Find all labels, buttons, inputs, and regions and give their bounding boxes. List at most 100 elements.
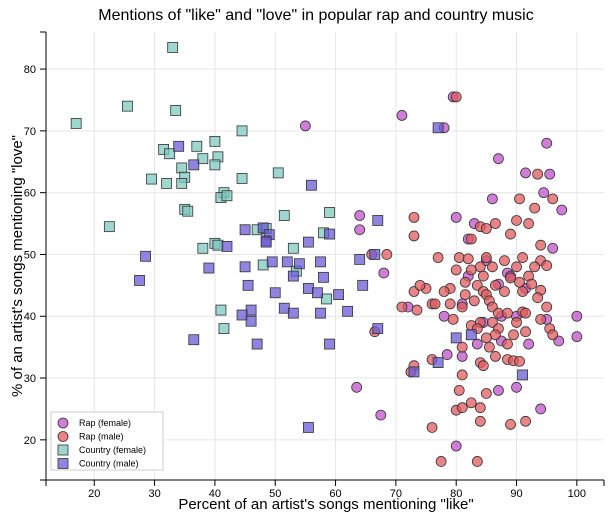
rap-male-point: [474, 402, 486, 414]
rap-female-point: [541, 137, 553, 149]
legend-marker-rap-female: [57, 417, 69, 429]
country-female-point: [167, 42, 179, 53]
rap-female-point: [493, 153, 504, 165]
rap-female-point: [438, 310, 450, 322]
country-male-point: [173, 140, 185, 152]
country-male-point: [245, 315, 257, 327]
rap-male-point: [529, 202, 541, 214]
points-layer: [70, 42, 583, 467]
legend-label-country-male: Country (male): [79, 459, 139, 469]
country-female-point: [103, 221, 115, 233]
rap-female-point: [556, 204, 568, 216]
country-female-point: [257, 259, 269, 271]
country-male-point: [357, 279, 369, 291]
country-male-point: [408, 366, 420, 378]
country-female-point: [324, 207, 335, 218]
rap-female-point: [450, 440, 462, 452]
legend-box: [50, 411, 164, 471]
country-male-point: [324, 228, 335, 240]
country-male-point: [303, 236, 314, 248]
rap-male-point: [447, 313, 459, 325]
rap-male-point: [505, 418, 516, 430]
rap-male-point: [456, 341, 468, 353]
rap-male-point: [514, 193, 525, 205]
country-female-point: [170, 105, 182, 116]
grid-layer: [46, 32, 604, 480]
y-tick-label: 30: [24, 373, 36, 385]
rap-male-point: [486, 261, 498, 273]
axis-layer: 20 30 40 50 60 70 80 90 100 20 30 40 50 60 70 80: [24, 31, 605, 500]
country-male-point: [324, 338, 335, 350]
x-tick-label: 70: [390, 488, 402, 500]
x-axis-label: Percent of an artist's songs mentioning …: [178, 496, 473, 513]
country-male-point: [333, 289, 344, 301]
country-female-point: [191, 140, 203, 152]
country-male-point: [312, 287, 323, 299]
x-tick-label: 40: [209, 488, 221, 500]
rap-female-point: [493, 384, 504, 396]
country-female-point: [209, 159, 221, 171]
country-female-point: [176, 177, 188, 189]
legend-marker-country-female: [57, 444, 69, 456]
x-tick-label: 90: [510, 488, 522, 500]
country-male-point: [236, 309, 248, 321]
country-female-point: [122, 100, 133, 112]
country-male-point: [315, 307, 326, 319]
rap-female-point: [523, 338, 534, 350]
rap-male-point: [535, 239, 547, 251]
rap-female-point: [354, 210, 366, 221]
country-female-point: [182, 205, 194, 217]
x-tick-label: 30: [148, 488, 160, 500]
legend-label-rap-female: Rap (female): [79, 418, 131, 428]
country-male-point: [287, 307, 299, 319]
rap-female-point: [375, 409, 387, 421]
rap-male-point: [520, 307, 531, 319]
country-male-point: [287, 270, 299, 282]
country-male-point: [303, 422, 314, 433]
country-male-point: [281, 256, 293, 268]
rap-male-point: [477, 270, 489, 282]
country-female-point: [209, 135, 221, 147]
country-female-point: [70, 118, 82, 129]
country-female-point: [161, 177, 173, 189]
rap-male-point: [474, 261, 486, 273]
rap-male-point: [514, 355, 525, 367]
rap-male-point: [520, 415, 531, 427]
rap-female-point: [538, 187, 550, 199]
rap-male-point: [502, 307, 513, 319]
chart-title: Mentions of "like" and "love" in popular…: [98, 7, 533, 24]
rap-male-point: [408, 230, 420, 242]
country-male-point: [251, 338, 263, 350]
rap-male-point: [411, 304, 423, 316]
rap-male-point: [456, 369, 468, 381]
country-male-point: [450, 332, 462, 344]
rap-female-point: [571, 310, 583, 322]
rap-male-point: [474, 415, 486, 427]
y-tick-label: 40: [24, 311, 36, 323]
country-female-point: [197, 242, 209, 254]
rap-male-point: [468, 295, 480, 307]
country-male-point: [354, 253, 366, 265]
country-female-point: [164, 148, 176, 160]
rap-male-point: [456, 402, 468, 414]
legend-label-rap-male: Rap (male): [79, 432, 124, 442]
rap-male-point: [465, 397, 477, 409]
country-male-point: [221, 241, 233, 252]
rap-female-point: [511, 381, 522, 393]
country-male-point: [372, 215, 384, 226]
country-female-point: [197, 153, 209, 165]
country-female-point: [321, 293, 332, 305]
rap-male-point: [456, 301, 468, 313]
rap-male-point: [532, 292, 544, 304]
rap-male-point: [414, 279, 426, 291]
rap-male-point: [453, 384, 465, 396]
rap-male-point: [511, 317, 522, 328]
rap-female-point: [486, 193, 498, 205]
rap-male-point: [517, 286, 528, 297]
rap-male-point: [547, 329, 559, 341]
country-male-point: [245, 304, 257, 316]
rap-male-point: [438, 286, 450, 297]
y-tick-label: 50: [24, 249, 36, 261]
country-female-point: [287, 242, 299, 254]
